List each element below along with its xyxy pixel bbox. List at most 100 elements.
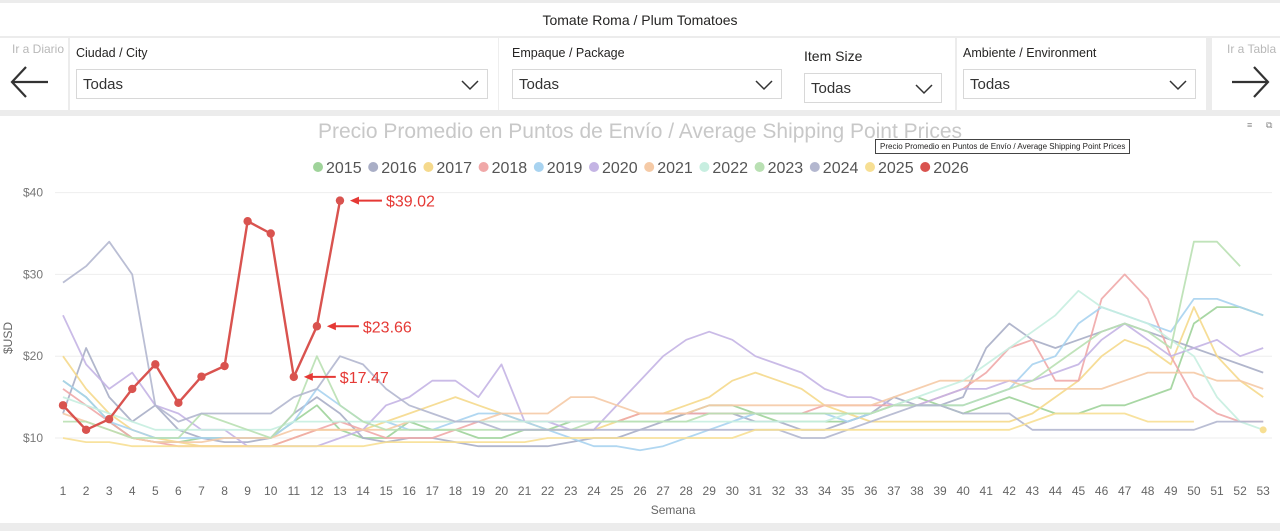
x-tick-label: 15 [379, 484, 393, 498]
x-tick-label: 44 [1049, 484, 1063, 498]
package-slicer: Empaque / Package Todas [512, 38, 782, 110]
legend-marker [368, 162, 379, 172]
environment-dropdown[interactable]: Todas [963, 69, 1196, 99]
series-point-2026 [289, 372, 298, 382]
series-point-2026 [197, 372, 206, 381]
x-tick-label: 11 [288, 484, 301, 498]
x-tick-label: 30 [726, 484, 740, 498]
x-tick-label: 27 [656, 484, 670, 498]
x-tick-label: 40 [956, 484, 970, 498]
legend-label: 2024 [823, 160, 859, 177]
x-tick-label: 47 [1118, 484, 1132, 498]
chart-panel: $10 $20 $30 $40 1 2 3 4 5 6 7 8 9 10 11 12 13 14 15 16 17 18 1… [0, 116, 1280, 523]
size-dropdown-value: Todas [811, 80, 852, 97]
x-tick-label: 35 [841, 484, 855, 498]
x-tick-label: 21 [518, 484, 532, 498]
package-slicer-label: Empaque / Package [512, 46, 625, 60]
report-title-bar: Tomate Roma / Plum Tomatoes [0, 3, 1280, 36]
chart-title: Precio Promedio en Puntos de Envío / Ave… [318, 120, 962, 143]
x-tick-label: 38 [910, 484, 924, 498]
package-dropdown[interactable]: Todas [512, 69, 782, 99]
series-point-2026 [220, 361, 229, 371]
city-slicer-label: Ciudad / City [76, 46, 148, 60]
x-tick-label: 36 [864, 484, 878, 498]
legend-label: 2021 [657, 160, 693, 177]
x-tick-label: 32 [772, 484, 786, 498]
x-tick-label: 9 [244, 484, 251, 498]
y-tick-label: $30 [23, 267, 43, 281]
chevron-down-icon [461, 80, 479, 91]
filter-panel-environment: Ambiente / Environment Todas [957, 38, 1206, 110]
series-line-2023 [63, 240, 1241, 439]
x-tick-label: 17 [426, 484, 440, 498]
x-tick-label: 33 [795, 484, 809, 498]
legend-marker [478, 162, 489, 172]
legend-marker [754, 162, 765, 172]
annotation-label: $17.47 [340, 370, 389, 387]
x-tick-label: 7 [198, 484, 205, 498]
x-tick-label: 46 [1095, 484, 1109, 498]
environment-dropdown-value: Todas [970, 76, 1011, 93]
x-tick-label: 41 [980, 484, 994, 498]
series-line-2017 [62, 306, 1264, 448]
focus-mode-icon[interactable]: ⧉ [1266, 120, 1273, 130]
annotation-label: $39.02 [386, 194, 435, 211]
series-point-2026 [174, 398, 183, 408]
city-dropdown-value: Todas [83, 76, 124, 93]
nav-forward-label: Ir a Tabla [1227, 42, 1277, 56]
x-tick-label: 51 [1210, 484, 1224, 498]
x-tick-label: 29 [703, 484, 717, 498]
size-slicer-label: Item Size [804, 48, 863, 64]
x-tick-label: 50 [1187, 484, 1201, 498]
size-slicer: Item Size Todas [804, 38, 942, 110]
city-dropdown[interactable]: Todas [76, 69, 488, 99]
series-point-2026 [81, 425, 91, 435]
x-axis-label: Semana [651, 503, 696, 517]
series-point-2026 [266, 229, 275, 238]
size-dropdown[interactable]: Todas [804, 73, 942, 103]
filter-row: Ir a Diario Ciudad / City Todas Empaque … [0, 38, 1280, 112]
x-tick-label: 23 [564, 484, 578, 498]
legend-marker [644, 162, 655, 172]
x-tick-label: 14 [356, 484, 370, 498]
x-tick-label: 8 [221, 484, 228, 498]
city-slicer: Ciudad / City Todas [76, 38, 488, 110]
legend-label: 2022 [712, 160, 748, 177]
annotation-arrowhead [303, 372, 313, 381]
y-tick-label: $10 [23, 431, 43, 445]
x-tick-label: 39 [933, 484, 947, 498]
chevron-down-icon [755, 80, 773, 91]
x-tick-label: 53 [1256, 484, 1270, 498]
legend-label: 2026 [933, 160, 969, 177]
chevron-down-icon [915, 84, 933, 95]
x-tick-label: 22 [541, 484, 555, 498]
x-tick-label: 26 [633, 484, 647, 498]
legend-marker [423, 162, 434, 172]
nav-forward-button[interactable]: Ir a Tabla [1212, 38, 1280, 110]
series-line-2021 [62, 371, 1264, 443]
y-tick-label: $40 [23, 186, 43, 200]
legend-label: 2023 [768, 160, 804, 177]
x-tick-label: 52 [1233, 484, 1247, 498]
legend-marker [589, 162, 599, 172]
x-tick-label: 45 [1072, 484, 1086, 498]
x-tick-label: 13 [333, 484, 347, 498]
x-tick-label: 10 [264, 484, 278, 498]
series-point-2025 [1259, 426, 1267, 434]
legend-label: 2016 [381, 160, 417, 177]
x-tick-label: 24 [587, 484, 601, 498]
nav-back-button[interactable]: Ir a Diario [0, 38, 68, 110]
legend-marker [699, 162, 710, 172]
y-tick-label: $20 [23, 349, 43, 363]
legend-marker [920, 162, 931, 172]
x-tick-label: 28 [679, 484, 693, 498]
x-tick-label: 2 [83, 484, 90, 498]
filter-panel-size: Item Size Todas [795, 38, 955, 110]
series-point-2026 [312, 322, 322, 331]
annotation-label: $23.66 [363, 319, 412, 336]
filter-icon[interactable]: ≡ [1247, 120, 1253, 130]
series-point-2026 [151, 360, 160, 369]
legend-marker [313, 162, 323, 172]
environment-slicer: Ambiente / Environment Todas [963, 38, 1196, 110]
line-chart: $10$20$30$401 2 3 4 5 6 7 8 9 10 11 12 13 14 15 16 17 18 1… [1, 160, 1272, 517]
